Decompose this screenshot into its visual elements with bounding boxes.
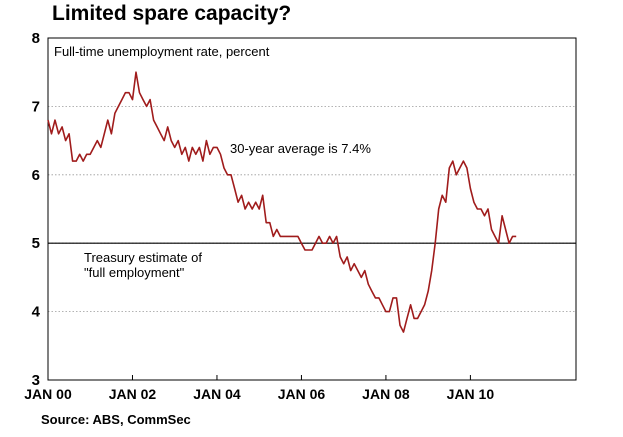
source-note: Source: ABS, CommSec [41,412,191,427]
x-tick-label: JAN 00 [24,386,72,402]
chart-title: Limited spare capacity? [52,2,292,25]
series-line [47,71,517,333]
y-axis-ticks: 3 4 5 6 7 8 [32,30,41,389]
grid-lines [48,106,576,313]
plot-area-frame [47,37,577,381]
x-tick-label: JAN 06 [278,386,326,402]
y-tick-label: 8 [32,30,40,47]
x-tick-label: JAN 08 [362,386,410,402]
x-axis-ticks: JAN 00 JAN 02 JAN 04 JAN 06 JAN 08 JAN 10 [24,375,494,402]
y-tick-label: 4 [32,304,41,321]
y-tick-label: 3 [32,372,40,389]
reference-label-line-1: Treasury estimate of [84,250,202,265]
x-tick-label: JAN 02 [109,386,157,402]
reference-label-line-2: "full employment" [84,265,185,280]
y-tick-label: 7 [32,98,40,115]
average-annotation: 30-year average is 7.4% [230,141,371,156]
chart-subtitle: Full-time unemployment rate, percent [54,44,270,59]
y-tick-label: 5 [32,235,40,252]
x-tick-label: JAN 10 [447,386,495,402]
y-tick-label: 6 [32,167,40,184]
x-tick-label: JAN 04 [193,386,241,402]
